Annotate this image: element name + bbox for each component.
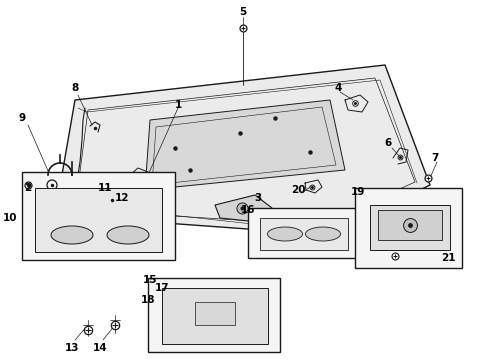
Text: 6: 6 — [384, 138, 392, 148]
Text: 9: 9 — [19, 113, 25, 123]
Text: 14: 14 — [93, 343, 107, 353]
Text: 7: 7 — [431, 153, 439, 163]
Ellipse shape — [107, 226, 149, 244]
Text: 2: 2 — [24, 183, 32, 193]
Polygon shape — [148, 278, 280, 352]
Polygon shape — [248, 208, 360, 258]
Ellipse shape — [51, 226, 93, 244]
Polygon shape — [145, 100, 345, 190]
Text: 11: 11 — [98, 183, 112, 193]
Polygon shape — [162, 288, 268, 344]
Text: 4: 4 — [334, 83, 342, 93]
Polygon shape — [195, 302, 235, 325]
Text: 5: 5 — [240, 7, 246, 17]
Text: 13: 13 — [65, 343, 79, 353]
Ellipse shape — [268, 227, 302, 241]
Text: 19: 19 — [351, 187, 365, 197]
Text: 12: 12 — [115, 193, 129, 203]
Polygon shape — [355, 188, 462, 268]
Text: 20: 20 — [291, 185, 305, 195]
Text: 18: 18 — [141, 295, 155, 305]
Text: 16: 16 — [241, 205, 255, 215]
Polygon shape — [35, 188, 162, 252]
Text: 10: 10 — [3, 213, 17, 223]
Polygon shape — [260, 218, 348, 250]
Text: 3: 3 — [254, 193, 262, 203]
Polygon shape — [55, 65, 430, 235]
Text: 17: 17 — [155, 283, 170, 293]
Text: 1: 1 — [174, 100, 182, 110]
Text: 8: 8 — [72, 83, 78, 93]
Text: 15: 15 — [143, 275, 157, 285]
Ellipse shape — [305, 227, 341, 241]
Polygon shape — [370, 205, 450, 250]
Text: 21: 21 — [441, 253, 455, 263]
Polygon shape — [378, 210, 442, 240]
Polygon shape — [22, 172, 175, 260]
Polygon shape — [215, 195, 272, 222]
